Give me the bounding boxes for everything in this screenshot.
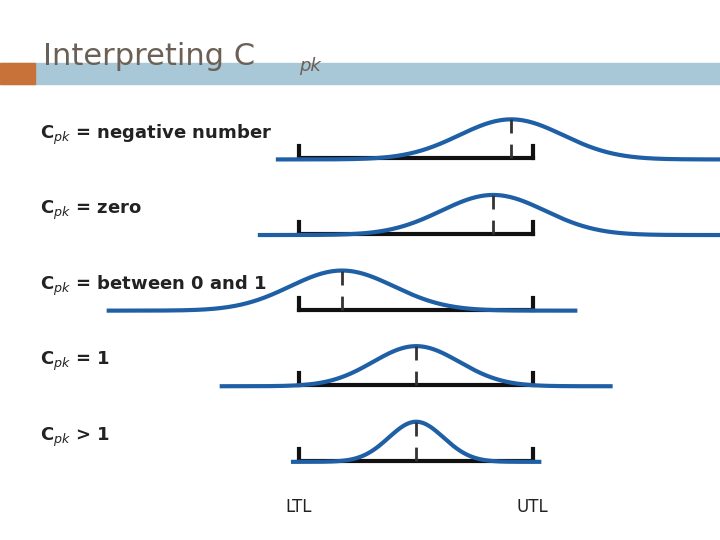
Text: C$_{pk}$ = between 0 and 1: C$_{pk}$ = between 0 and 1 [40,274,266,298]
Text: LTL: LTL [286,497,312,516]
Text: UTL: UTL [517,497,549,516]
Text: C$_{pk}$ = zero: C$_{pk}$ = zero [40,199,142,222]
Bar [0,63,720,84]
Bar [0,63,35,84]
Text: C$_{pk}$ > 1: C$_{pk}$ > 1 [40,426,109,449]
Text: pk: pk [299,57,320,75]
Text: C$_{pk}$ = 1: C$_{pk}$ = 1 [40,350,109,373]
Text: C$_{pk}$ = negative number: C$_{pk}$ = negative number [40,123,271,147]
Text: Interpreting C: Interpreting C [43,42,256,71]
